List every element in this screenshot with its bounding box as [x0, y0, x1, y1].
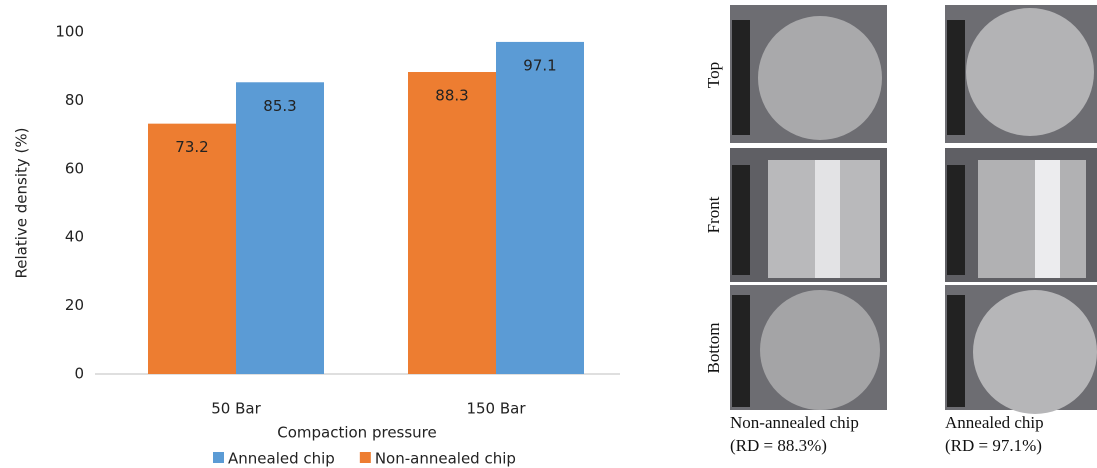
legend-swatch [360, 452, 371, 463]
y-tick-label: 0 [74, 365, 84, 383]
row-label: Top [704, 62, 723, 88]
bar [236, 82, 324, 374]
y-axis-title: Relative density (%) [13, 128, 31, 279]
photo [730, 285, 887, 410]
caption-name: Annealed chip [945, 413, 1044, 432]
caption-name: Non-annealed chip [730, 413, 859, 432]
caption-rd: (RD = 97.1%) [945, 436, 1042, 455]
x-tick-label: 50 Bar [211, 400, 261, 418]
row-label: Front [704, 196, 723, 233]
row-label: Bottom [704, 322, 723, 373]
value-label: 85.3 [263, 97, 296, 115]
legend-label: Non-annealed chip [375, 450, 516, 468]
x-axis-title: Compaction pressure [277, 424, 437, 442]
x-tick-label: 150 Bar [466, 400, 526, 418]
photo [945, 148, 1097, 282]
value-label: 97.1 [523, 56, 556, 74]
value-label: 88.3 [435, 87, 468, 105]
y-tick-label: 20 [65, 296, 84, 314]
photo [730, 148, 887, 282]
y-tick-label: 100 [55, 23, 84, 41]
photo-panel [730, 5, 1097, 414]
value-label: 73.2 [175, 138, 208, 156]
bar [496, 42, 584, 374]
bar [148, 124, 236, 374]
legend-label: Annealed chip [228, 450, 335, 468]
figure: Relative density (%) Compaction pressure… [0, 0, 1097, 468]
caption-rd: (RD = 88.3%) [730, 436, 827, 455]
y-tick-label: 40 [65, 228, 84, 246]
photo [945, 285, 1097, 414]
y-tick-label: 60 [65, 159, 84, 177]
legend-swatch [213, 452, 224, 463]
y-tick-label: 80 [65, 91, 84, 109]
bar [408, 72, 496, 374]
photo [945, 5, 1097, 143]
photo [730, 5, 887, 143]
